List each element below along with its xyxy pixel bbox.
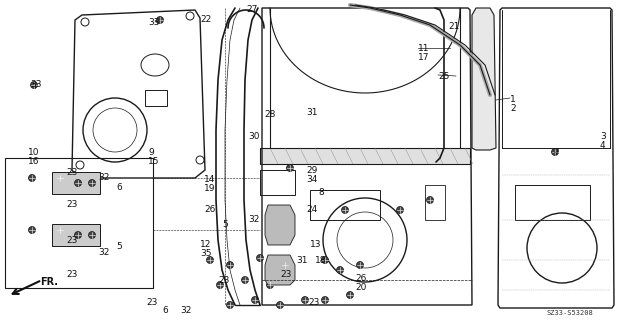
Circle shape (29, 227, 36, 234)
Text: 23: 23 (66, 270, 77, 279)
Text: 33: 33 (148, 18, 159, 27)
Polygon shape (265, 205, 295, 245)
Text: 23: 23 (66, 236, 77, 245)
Text: 27: 27 (246, 5, 257, 14)
Text: 7: 7 (553, 148, 559, 157)
Text: 21: 21 (448, 22, 459, 31)
Bar (145, 90, 167, 106)
Text: 31: 31 (306, 108, 318, 117)
Circle shape (75, 231, 82, 238)
Circle shape (57, 174, 64, 181)
Text: 6: 6 (116, 183, 121, 192)
Text: 4: 4 (600, 141, 606, 150)
Text: 17: 17 (418, 53, 429, 62)
Circle shape (396, 206, 404, 213)
Circle shape (88, 231, 95, 238)
Text: 34: 34 (306, 175, 317, 184)
Circle shape (156, 17, 163, 23)
Text: 23: 23 (280, 270, 292, 279)
Text: 6: 6 (162, 306, 168, 315)
Text: 33: 33 (30, 80, 42, 89)
Bar (260, 148, 470, 164)
Text: 16: 16 (28, 157, 39, 166)
Bar (515, 185, 590, 220)
Text: 23: 23 (146, 298, 158, 307)
Text: 32: 32 (180, 306, 191, 315)
Circle shape (88, 180, 95, 187)
Circle shape (252, 297, 259, 303)
Text: 28: 28 (264, 110, 275, 119)
Bar (260, 170, 295, 195)
Text: 3: 3 (600, 132, 606, 141)
Circle shape (302, 297, 308, 303)
Text: FR.: FR. (40, 277, 58, 287)
Text: 35: 35 (200, 249, 211, 258)
Circle shape (29, 174, 36, 181)
Circle shape (206, 257, 214, 263)
Text: 15: 15 (148, 157, 159, 166)
Circle shape (282, 261, 288, 268)
Bar (5, 158, 153, 288)
Text: 22: 22 (200, 15, 211, 24)
Text: 13: 13 (310, 240, 321, 249)
Text: 24: 24 (306, 205, 317, 214)
Circle shape (217, 282, 224, 289)
Text: 8: 8 (318, 188, 324, 197)
Text: 9: 9 (148, 148, 154, 157)
Circle shape (242, 276, 249, 284)
Circle shape (267, 282, 273, 289)
Circle shape (336, 267, 343, 274)
Text: 1: 1 (510, 95, 516, 104)
Circle shape (75, 180, 82, 187)
Circle shape (321, 297, 328, 303)
Circle shape (287, 164, 293, 172)
Text: 10: 10 (28, 148, 39, 157)
Text: 32: 32 (98, 173, 110, 182)
Bar (52, 224, 100, 246)
Circle shape (31, 82, 37, 89)
Bar (310, 190, 380, 220)
Circle shape (321, 257, 328, 263)
Text: 18: 18 (315, 256, 326, 265)
Text: 5: 5 (222, 220, 228, 229)
Circle shape (427, 196, 434, 204)
Text: 23: 23 (66, 200, 77, 209)
Text: 31: 31 (296, 256, 308, 265)
Text: 32: 32 (98, 248, 110, 257)
Bar (425, 185, 445, 220)
Text: SZ33-S53208: SZ33-S53208 (546, 310, 593, 316)
Text: 12: 12 (200, 240, 211, 249)
Circle shape (227, 261, 234, 268)
Circle shape (341, 206, 348, 213)
Circle shape (257, 254, 264, 261)
Circle shape (346, 292, 353, 299)
Bar (52, 172, 100, 194)
Text: 26: 26 (355, 274, 366, 283)
Polygon shape (472, 8, 496, 150)
Text: 19: 19 (204, 184, 216, 193)
Text: 23: 23 (66, 168, 77, 177)
Circle shape (356, 261, 363, 268)
Circle shape (57, 227, 64, 234)
Text: 26: 26 (204, 205, 216, 214)
Text: 25: 25 (438, 72, 449, 81)
Text: 32: 32 (248, 215, 259, 224)
Text: 23: 23 (308, 298, 320, 307)
Text: 5: 5 (116, 242, 121, 251)
Text: 2: 2 (510, 104, 516, 113)
Circle shape (551, 148, 558, 156)
Circle shape (277, 301, 283, 308)
Text: 30: 30 (248, 132, 260, 141)
Text: 14: 14 (204, 175, 216, 184)
Polygon shape (265, 255, 295, 285)
Circle shape (227, 301, 234, 308)
Text: 11: 11 (418, 44, 429, 53)
Text: 29: 29 (306, 166, 317, 175)
Text: 23: 23 (218, 276, 229, 285)
Text: 20: 20 (355, 283, 366, 292)
